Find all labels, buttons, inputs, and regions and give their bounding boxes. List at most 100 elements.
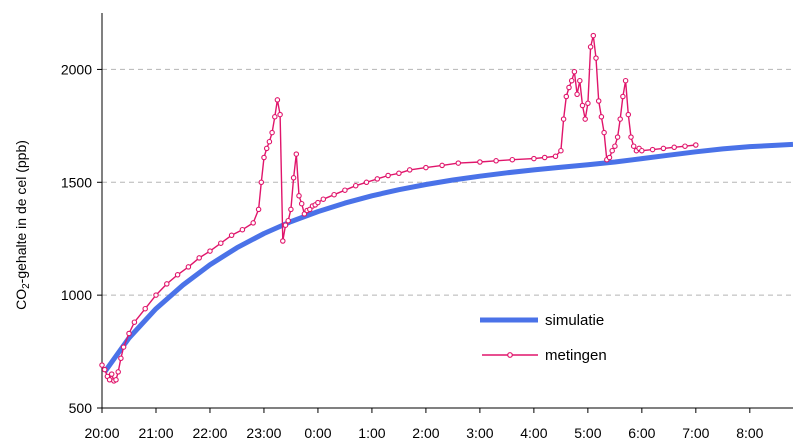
x-tick-labels: 20:00 21:00 22:00 23:00 0:00 1:00 2:00 3:00 4:00… [84, 425, 763, 441]
x-tick-label: 8:00 [736, 425, 763, 441]
data-point-metingen [290, 175, 297, 181]
y-tick-label: 1500 [61, 174, 92, 190]
data-point-metingen [298, 200, 305, 207]
data-point-metingen [266, 138, 273, 145]
y-axis-title: CO2-gehalte in de cel (ppb) [13, 140, 32, 310]
data-point-metingen [566, 84, 572, 91]
data-point-metingen [218, 240, 224, 246]
data-point-metingen [620, 93, 626, 100]
data-point-metingen [126, 330, 132, 337]
x-tick-label: 5:00 [574, 425, 601, 441]
data-point-metingen [396, 170, 402, 177]
data-point-metingen [582, 116, 588, 122]
data-point-metingen [185, 264, 192, 270]
data-point-metingen [115, 369, 121, 375]
data-point-metingen [106, 377, 113, 383]
data-point-metingen [660, 145, 667, 152]
y-tick-labels: 500 1000 1500 2000 [61, 61, 92, 416]
data-point-metingen [307, 206, 313, 213]
y-tick-label: 2000 [61, 61, 92, 77]
data-point-metingen [590, 32, 597, 39]
data-point-metingen [558, 147, 564, 154]
x-tick-label: 2:00 [412, 425, 439, 441]
data-point-metingen [293, 151, 300, 157]
y-tick-label: 1000 [61, 287, 92, 303]
data-point-metingen [288, 206, 294, 213]
data-point-metingen [261, 154, 267, 161]
data-point-metingen [598, 114, 605, 120]
data-point-metingen [571, 68, 578, 75]
data-point-metingen [272, 114, 278, 120]
data-point-metingen [101, 366, 108, 373]
plot-area [99, 32, 793, 384]
x-tick-label: 7:00 [682, 425, 709, 441]
data-point-metingen [552, 153, 559, 160]
data-point-metingen [639, 147, 645, 154]
data-point-metingen [385, 172, 391, 179]
series-line-simulatie [102, 141, 793, 374]
data-point-metingen [269, 129, 275, 136]
data-point-metingen [142, 305, 148, 312]
data-point-metingen [493, 158, 499, 164]
data-point-metingen [258, 179, 265, 186]
x-tick-label: 20:00 [84, 425, 119, 441]
data-point-metingen [207, 248, 213, 254]
legend-label-metingen: metingen [545, 347, 607, 364]
x-tick-label: 4:00 [520, 425, 547, 441]
data-point-metingen [282, 222, 289, 228]
data-point-metingen [595, 98, 602, 104]
data-point-metingen [693, 142, 699, 148]
data-point-metingen [625, 111, 632, 118]
data-point-metingen [649, 146, 656, 153]
data-point-metingen [277, 111, 283, 118]
data-point-metingen [263, 145, 270, 152]
data-point-metingen [228, 232, 235, 239]
x-tick-label: 3:00 [466, 425, 493, 441]
data-point-metingen [320, 196, 327, 202]
data-point-metingen [255, 206, 262, 213]
data-point-metingen [352, 182, 359, 189]
data-point-metingen [296, 193, 302, 199]
data-point-metingen [477, 159, 483, 165]
data-point-metingen [577, 77, 583, 84]
data-point-metingen [274, 97, 281, 103]
data-point-metingen [99, 362, 105, 368]
data-point-metingen [617, 116, 623, 122]
data-point-metingen [113, 377, 119, 383]
data-point-metingen [541, 154, 548, 161]
data-point-metingen [164, 281, 170, 287]
data-point-metingen [682, 143, 688, 149]
data-point-metingen [301, 211, 308, 217]
data-point-metingen [315, 199, 321, 206]
legend: simulatie metingen [480, 312, 607, 364]
data-point-metingen [285, 217, 291, 224]
data-point-metingen [614, 134, 621, 140]
data-point-metingen [574, 91, 580, 98]
data-point-metingen [531, 155, 537, 162]
data-point-metingen [239, 226, 246, 233]
data-point-metingen [671, 144, 677, 151]
data-point-metingen [331, 191, 337, 198]
data-point-metingen [342, 187, 348, 193]
data-point-metingen [563, 93, 570, 100]
legend-label-simulatie: simulatie [545, 312, 604, 329]
data-point-metingen [568, 77, 575, 84]
x-tick-label: 22:00 [192, 425, 227, 441]
series-line-metingen [101, 34, 696, 382]
x-tick-label: 23:00 [246, 425, 281, 441]
x-tick-label: 21:00 [138, 425, 173, 441]
data-point-metingen [120, 344, 127, 350]
data-point-metingen [560, 116, 567, 122]
data-point-metingen [363, 179, 370, 186]
data-point-metingen [406, 167, 413, 173]
data-point-metingen [250, 220, 256, 226]
data-point-metingen [585, 100, 591, 107]
legend-marker-metingen [507, 352, 513, 358]
y-tick-label: 500 [69, 400, 93, 416]
x-tick-label: 0:00 [304, 425, 331, 441]
data-point-metingen [455, 160, 462, 166]
data-point-metingen [630, 143, 637, 149]
data-point-metingen [374, 176, 381, 182]
data-point-metingen [622, 77, 629, 84]
data-point-metingen [509, 156, 516, 163]
